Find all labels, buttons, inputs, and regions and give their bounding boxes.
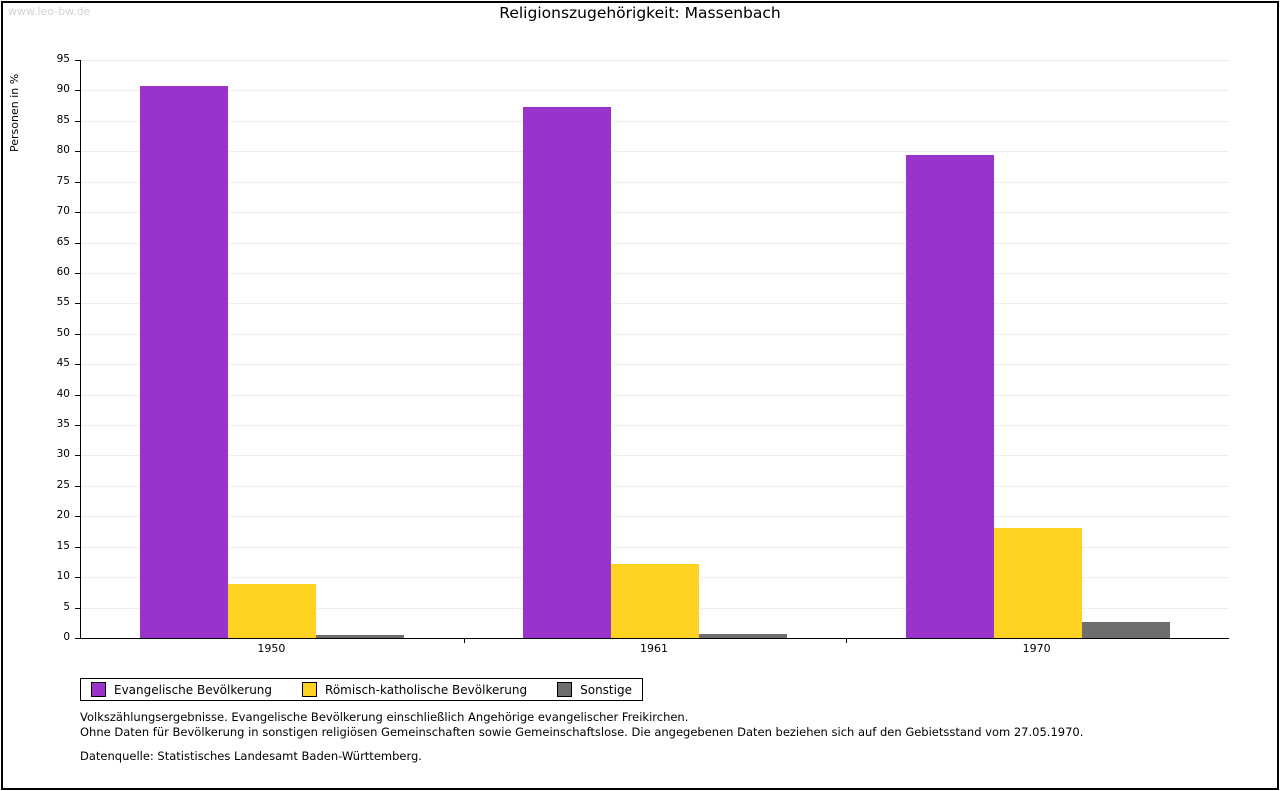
y-axis-tick-label: 0 <box>63 631 70 643</box>
x-axis-label: 1950 <box>257 642 286 655</box>
x-axis-tick <box>846 639 848 643</box>
y-axis-tick <box>75 212 80 214</box>
gridline <box>81 546 1229 548</box>
gridline <box>81 516 1229 518</box>
legend-item: Sonstige <box>557 682 632 697</box>
y-axis-tick-label: 40 <box>56 387 70 400</box>
legend-label: Evangelische Bevölkerung <box>114 682 273 697</box>
gridline <box>81 120 1229 122</box>
legend: Evangelische Bevölkerung Römisch-katholis… <box>80 678 643 701</box>
chart-title: Religionszugehörigkeit: Massenbach <box>499 4 781 22</box>
plot-area <box>80 60 1229 643</box>
y-axis-tick-label: 65 <box>56 235 70 248</box>
footnote-line: Volkszählungsergebnisse. Evangelische Be… <box>80 710 689 724</box>
y-axis-tick <box>75 151 80 153</box>
y-axis-tick <box>75 364 80 366</box>
y-axis-tick-label: 25 <box>56 478 70 491</box>
footnote-source: Datenquelle: Statistisches Landesamt Bad… <box>80 749 422 763</box>
y-axis-tick-label: 10 <box>56 570 70 583</box>
y-axis-tick-label: 5 <box>63 600 70 613</box>
y-axis-tick <box>75 120 80 122</box>
y-axis-tick-label: 15 <box>56 539 70 552</box>
y-axis-tick-label: 20 <box>56 509 70 522</box>
x-axis: 1950 1961 1970 <box>80 642 1228 658</box>
y-axis-tick-label: 70 <box>56 205 70 218</box>
bar-sonstige-1950 <box>316 634 405 638</box>
y-axis-tick <box>75 425 80 427</box>
y-axis-tick <box>75 272 80 274</box>
bar-sonstige-1970 <box>1081 622 1170 638</box>
y-axis-tick-label: 95 <box>56 53 70 65</box>
legend-item: Römisch-katholische Bevölkerung <box>302 682 527 697</box>
y-axis-tick <box>75 455 80 457</box>
y-axis-tick <box>75 546 80 548</box>
y-axis-tick-label: 35 <box>56 418 70 431</box>
gridline <box>81 333 1229 335</box>
bar-rmisch-katholische-1970 <box>993 527 1082 638</box>
legend-item: Evangelische Bevölkerung <box>91 682 272 697</box>
x-axis-tick <box>463 639 465 643</box>
y-axis-tick-label: 60 <box>56 265 70 278</box>
y-axis-tick <box>75 607 80 609</box>
gridline <box>81 212 1229 214</box>
gridline <box>81 151 1229 153</box>
y-axis-tick-label: 30 <box>56 448 70 461</box>
legend-swatch-icon <box>557 682 573 697</box>
gridline <box>81 60 1229 61</box>
y-axis-tick <box>75 333 80 335</box>
y-axis-tick-label: 90 <box>56 83 70 96</box>
y-axis-tick <box>75 516 80 518</box>
watermark: www.leo-bw.de <box>8 5 91 18</box>
y-axis-tick <box>75 60 80 61</box>
y-axis-tick-label: 85 <box>56 113 70 126</box>
bar-evangelische-1961 <box>523 107 611 638</box>
bar-rmisch-katholische-1950 <box>228 583 317 638</box>
legend-label: Sonstige <box>580 682 632 697</box>
legend-swatch-icon <box>91 682 106 697</box>
gridline <box>81 394 1229 396</box>
y-axis-tick-label: 55 <box>56 296 70 309</box>
y-axis: 0 5 10 15 20 25 30 35 40 45 50 55 60 65 70 75 80 85 90 95 <box>0 53 80 643</box>
y-axis-tick-label: 80 <box>56 144 70 157</box>
bar-sonstige-1961 <box>699 633 787 638</box>
y-axis-tick <box>75 242 80 244</box>
gridline <box>81 455 1229 457</box>
footnotes: Volkszählungsergebnisse. Evangelische Be… <box>80 710 1240 764</box>
footnote-line: Ohne Daten für Bevölkerung in sonstigen … <box>80 725 1084 739</box>
y-axis-tick <box>75 90 80 92</box>
y-axis-tick <box>75 303 80 305</box>
bar-evangelische-1970 <box>905 154 994 638</box>
x-axis-label: 1961 <box>640 642 668 655</box>
gridline <box>81 303 1229 305</box>
x-axis-label: 1970 <box>1022 642 1051 655</box>
y-axis-tick <box>75 181 80 183</box>
gridline <box>81 90 1229 92</box>
gridline <box>81 181 1229 183</box>
gridline <box>81 364 1229 366</box>
legend-swatch-icon <box>302 682 318 697</box>
y-axis-tick-label: 45 <box>56 357 70 370</box>
y-axis-tick <box>75 577 80 579</box>
y-axis-tick <box>75 394 80 396</box>
gridline <box>81 485 1229 487</box>
legend-label: Römisch-katholische Bevölkerung <box>325 682 528 697</box>
bar-rmisch-katholische-1961 <box>611 564 699 638</box>
y-axis-tick <box>75 638 80 639</box>
y-axis-tick-label: 50 <box>56 326 70 339</box>
gridline <box>81 272 1229 274</box>
bar-evangelische-1950 <box>140 86 229 638</box>
y-axis-tick <box>75 485 80 487</box>
gridline <box>81 425 1229 427</box>
y-axis-tick-label: 75 <box>56 174 70 187</box>
gridline <box>81 242 1229 244</box>
